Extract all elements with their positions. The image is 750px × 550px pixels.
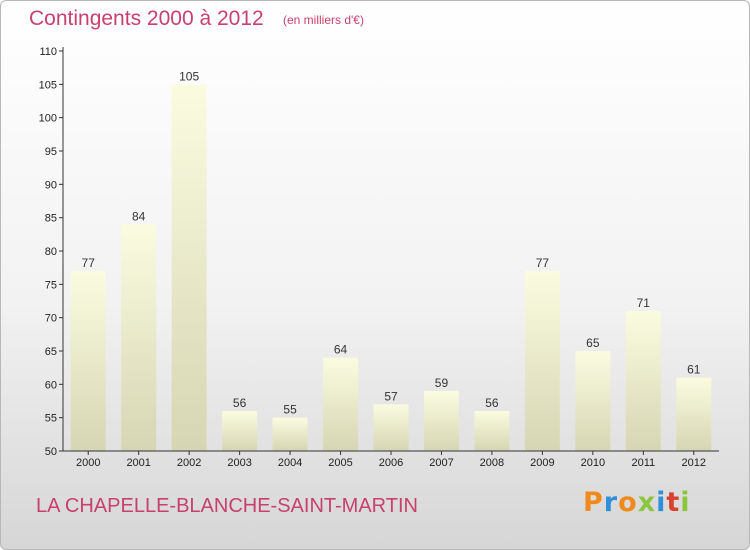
x-tick-label-2006: 2006 — [379, 457, 403, 469]
axes-group: 2000 2001 2002 2003 2004 2005 2006 2007 2008 2009… — [39, 46, 719, 469]
y-tick-label-50: 50 — [45, 446, 57, 458]
bar-2011 — [625, 311, 661, 451]
x-tick-label-2002: 2002 — [177, 457, 201, 469]
logo-letter: r — [603, 487, 619, 518]
logo-letter: i — [680, 487, 691, 518]
x-tick-label-2007: 2007 — [429, 457, 453, 469]
bar-2006 — [373, 404, 409, 451]
value-label-2001: 84 — [132, 209, 146, 223]
value-label-2004: 55 — [283, 403, 297, 417]
chart-title: Contingents 2000 à 2012 — [29, 7, 264, 30]
x-tick-label-2008: 2008 — [480, 457, 504, 469]
commune-name: LA CHAPELLE-BLANCHE-SAINT-MARTIN — [36, 495, 418, 517]
proxiti-logo: Proxiti — [583, 487, 691, 518]
logo-letter: t — [666, 487, 681, 518]
value-label-2005: 64 — [334, 343, 348, 357]
x-tick-label-2001: 2001 — [126, 457, 150, 469]
bar-2007 — [423, 391, 459, 451]
value-label-2009: 77 — [536, 256, 550, 270]
y-tick-label-75: 75 — [45, 279, 57, 291]
x-tick-label-2009: 2009 — [530, 457, 554, 469]
bar-2009 — [524, 271, 560, 451]
value-label-2010: 65 — [586, 336, 600, 350]
bar-2004 — [272, 417, 308, 451]
value-label-2011: 71 — [637, 296, 651, 310]
bar-2012 — [676, 377, 712, 451]
bar-2010 — [575, 351, 611, 451]
y-tick-label-90: 90 — [45, 179, 57, 191]
value-label-2006: 57 — [384, 389, 398, 403]
y-tick-label-85: 85 — [45, 213, 57, 225]
bar-2001 — [121, 224, 157, 451]
y-tick-label-100: 100 — [39, 113, 57, 125]
y-tick-label-70: 70 — [45, 313, 57, 325]
y-tick-label-65: 65 — [45, 346, 57, 358]
y-tick-label-95: 95 — [45, 146, 57, 158]
value-label-2003: 56 — [233, 396, 247, 410]
value-label-2007: 59 — [435, 376, 449, 390]
x-tick-label-2010: 2010 — [581, 457, 605, 469]
x-tick-label-2003: 2003 — [227, 457, 251, 469]
x-tick-label-2011: 2011 — [631, 457, 655, 469]
y-tick-label-105: 105 — [39, 79, 57, 91]
x-tick-label-2004: 2004 — [278, 457, 302, 469]
chart-unit-note: (en milliers d'€) — [283, 13, 364, 27]
x-tick-label-2000: 2000 — [76, 457, 100, 469]
bar-2002 — [171, 84, 207, 451]
value-label-2002: 105 — [179, 69, 199, 83]
y-tick-label-80: 80 — [45, 246, 57, 258]
logo-letter: P — [583, 487, 604, 518]
x-tick-label-2012: 2012 — [682, 457, 706, 469]
bar-2003 — [222, 411, 258, 451]
logo-letter: x — [637, 487, 657, 518]
y-tick-label-110: 110 — [39, 46, 57, 58]
bars-group: 77 84 105 56 55 64 57 59 56 77 65 71 61 — [70, 69, 712, 451]
bar-2008 — [474, 411, 510, 451]
value-label-2012: 61 — [687, 363, 701, 377]
value-label-2008: 56 — [485, 396, 499, 410]
x-tick-label-2005: 2005 — [328, 457, 352, 469]
logo-letter: i — [656, 487, 667, 518]
logo-letter: o — [618, 487, 638, 518]
bar-2000 — [70, 271, 106, 451]
y-tick-label-55: 55 — [45, 413, 57, 425]
value-label-2000: 77 — [82, 256, 96, 270]
y-tick-label-60: 60 — [45, 379, 57, 391]
bar-2005 — [323, 357, 359, 451]
